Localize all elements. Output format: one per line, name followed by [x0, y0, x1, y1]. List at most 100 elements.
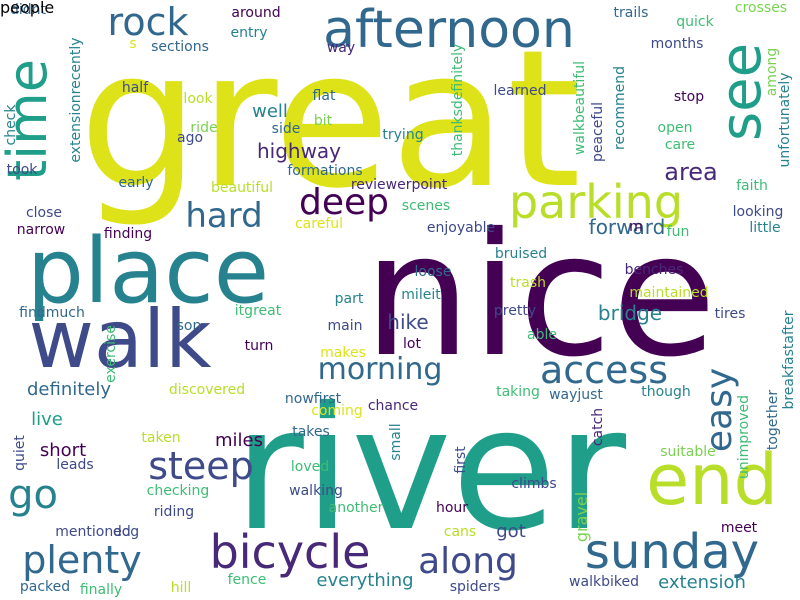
- cloud-word: together: [765, 389, 781, 451]
- cloud-word: turn: [244, 338, 274, 354]
- cloud-word: learned: [493, 83, 547, 99]
- cloud-word: fun: [666, 224, 690, 240]
- cloud-word: peaceful: [590, 101, 606, 163]
- cloud-word: catch: [590, 407, 606, 447]
- cloud-word: trails: [613, 5, 649, 21]
- cloud-word: leads: [56, 457, 94, 473]
- cloud-word: mentioned: [55, 524, 131, 540]
- cloud-word: makes: [320, 345, 366, 361]
- cloud-word: look: [183, 91, 213, 107]
- cloud-word: end: [646, 439, 778, 521]
- cloud-word: afternoon: [323, 0, 575, 60]
- cloud-word: loved: [290, 459, 330, 475]
- cloud-word: walkbiked: [569, 574, 639, 590]
- cloud-word: hike: [387, 310, 429, 334]
- cloud-word: suitable: [660, 444, 716, 460]
- cloud-word: lot: [403, 336, 421, 352]
- cloud-word: small: [388, 423, 404, 461]
- cloud-word: ago: [176, 130, 204, 146]
- cloud-word: findmuch: [19, 305, 85, 321]
- cloud-word: riding: [153, 504, 195, 520]
- cloud-word: wayjust: [549, 387, 603, 403]
- cloud-word: bicycle: [209, 525, 371, 579]
- cloud-word: morning: [317, 352, 443, 387]
- cloud-word: everything: [316, 570, 414, 591]
- cloud-word: walkbeautiful: [572, 60, 588, 156]
- cloud-word: able: [527, 327, 557, 343]
- cloud-word: access: [539, 348, 669, 392]
- cloud-word: looking: [732, 204, 784, 220]
- cloud-word: way: [326, 40, 356, 56]
- cloud-word: care: [664, 137, 696, 153]
- cloud-word: ride: [190, 120, 218, 136]
- cloud-word: benches: [624, 262, 684, 278]
- cloud-word: cans: [443, 524, 477, 540]
- cloud-word: deep: [299, 182, 389, 223]
- cloud-word: narrow: [16, 222, 66, 238]
- cloud-word: close: [25, 205, 63, 221]
- cloud-word: place: [26, 219, 270, 324]
- cloud-word: hill: [170, 580, 192, 596]
- cloud-word: meet: [720, 520, 758, 536]
- cloud-word: nowfirst: [284, 391, 342, 407]
- cloud-word: son: [176, 318, 202, 334]
- cloud-word: first: [453, 446, 469, 474]
- cloud-word: bit: [313, 113, 333, 129]
- cloud-word: bruised: [494, 246, 548, 262]
- cloud-word: rock: [107, 0, 189, 44]
- cloud-word: beautiful: [210, 180, 274, 196]
- cloud-word: takes: [292, 424, 330, 440]
- cloud-word: crosses: [734, 0, 788, 16]
- cloud-word: river: [233, 371, 627, 569]
- cloud-word: plenty: [22, 538, 142, 582]
- cloud-word: definitely: [26, 379, 112, 400]
- cloud-word: tires: [714, 306, 746, 322]
- cloud-word: m: [629, 219, 643, 235]
- cloud-word: little: [749, 220, 781, 236]
- cloud-word: check: [3, 104, 19, 146]
- cloud-word: sunday: [584, 524, 760, 580]
- cloud-word: another: [328, 500, 384, 516]
- cloud-word: great: [78, 9, 582, 230]
- cloud-word: steep: [148, 444, 254, 488]
- cloud-word: chance: [367, 398, 419, 414]
- cloud-word: stop: [673, 89, 705, 105]
- cloud-word: gravel: [572, 491, 591, 543]
- cloud-word: area: [664, 158, 718, 186]
- cloud-word: loose: [414, 264, 452, 280]
- cloud-word: people: [0, 0, 55, 17]
- cloud-word: enjoyable: [426, 220, 496, 236]
- cloud-word: walking: [289, 483, 343, 499]
- cloud-word: pretty: [493, 303, 537, 319]
- cloud-word: months: [650, 36, 704, 52]
- cloud-word: live: [31, 409, 63, 430]
- cloud-word: dog: [112, 524, 140, 540]
- cloud-word: exercise: [103, 325, 119, 383]
- cloud-word: entry: [230, 25, 268, 41]
- cloud-word: taken: [141, 430, 181, 446]
- cloud-word: forward: [588, 215, 666, 239]
- cloud-word: discovered: [168, 382, 246, 398]
- cloud-word: go: [8, 472, 58, 518]
- cloud-word: thanksdefinitely: [450, 43, 466, 157]
- cloud-word: side: [271, 121, 301, 137]
- cloud-word: coming: [311, 403, 363, 419]
- cloud-word: highway: [256, 139, 342, 163]
- cloud-word: faith: [736, 178, 768, 194]
- cloud-word: extensionrecently: [68, 37, 84, 163]
- cloud-word: see: [709, 42, 774, 142]
- cloud-word: part: [334, 291, 364, 307]
- cloud-word: hour: [435, 500, 469, 516]
- cloud-word: recommend: [612, 66, 628, 150]
- cloud-word: itgreat: [234, 303, 282, 319]
- cloud-word: got: [496, 521, 526, 542]
- cloud-word: took: [6, 162, 38, 178]
- cloud-word: formations: [287, 163, 363, 179]
- cloud-word: well: [252, 101, 288, 122]
- cloud-word: quiet: [12, 435, 28, 471]
- cloud-word: finding: [103, 226, 153, 242]
- cloud-word: mileit: [401, 287, 441, 303]
- cloud-word: unimproved: [736, 395, 752, 479]
- cloud-word: spiders: [449, 579, 501, 595]
